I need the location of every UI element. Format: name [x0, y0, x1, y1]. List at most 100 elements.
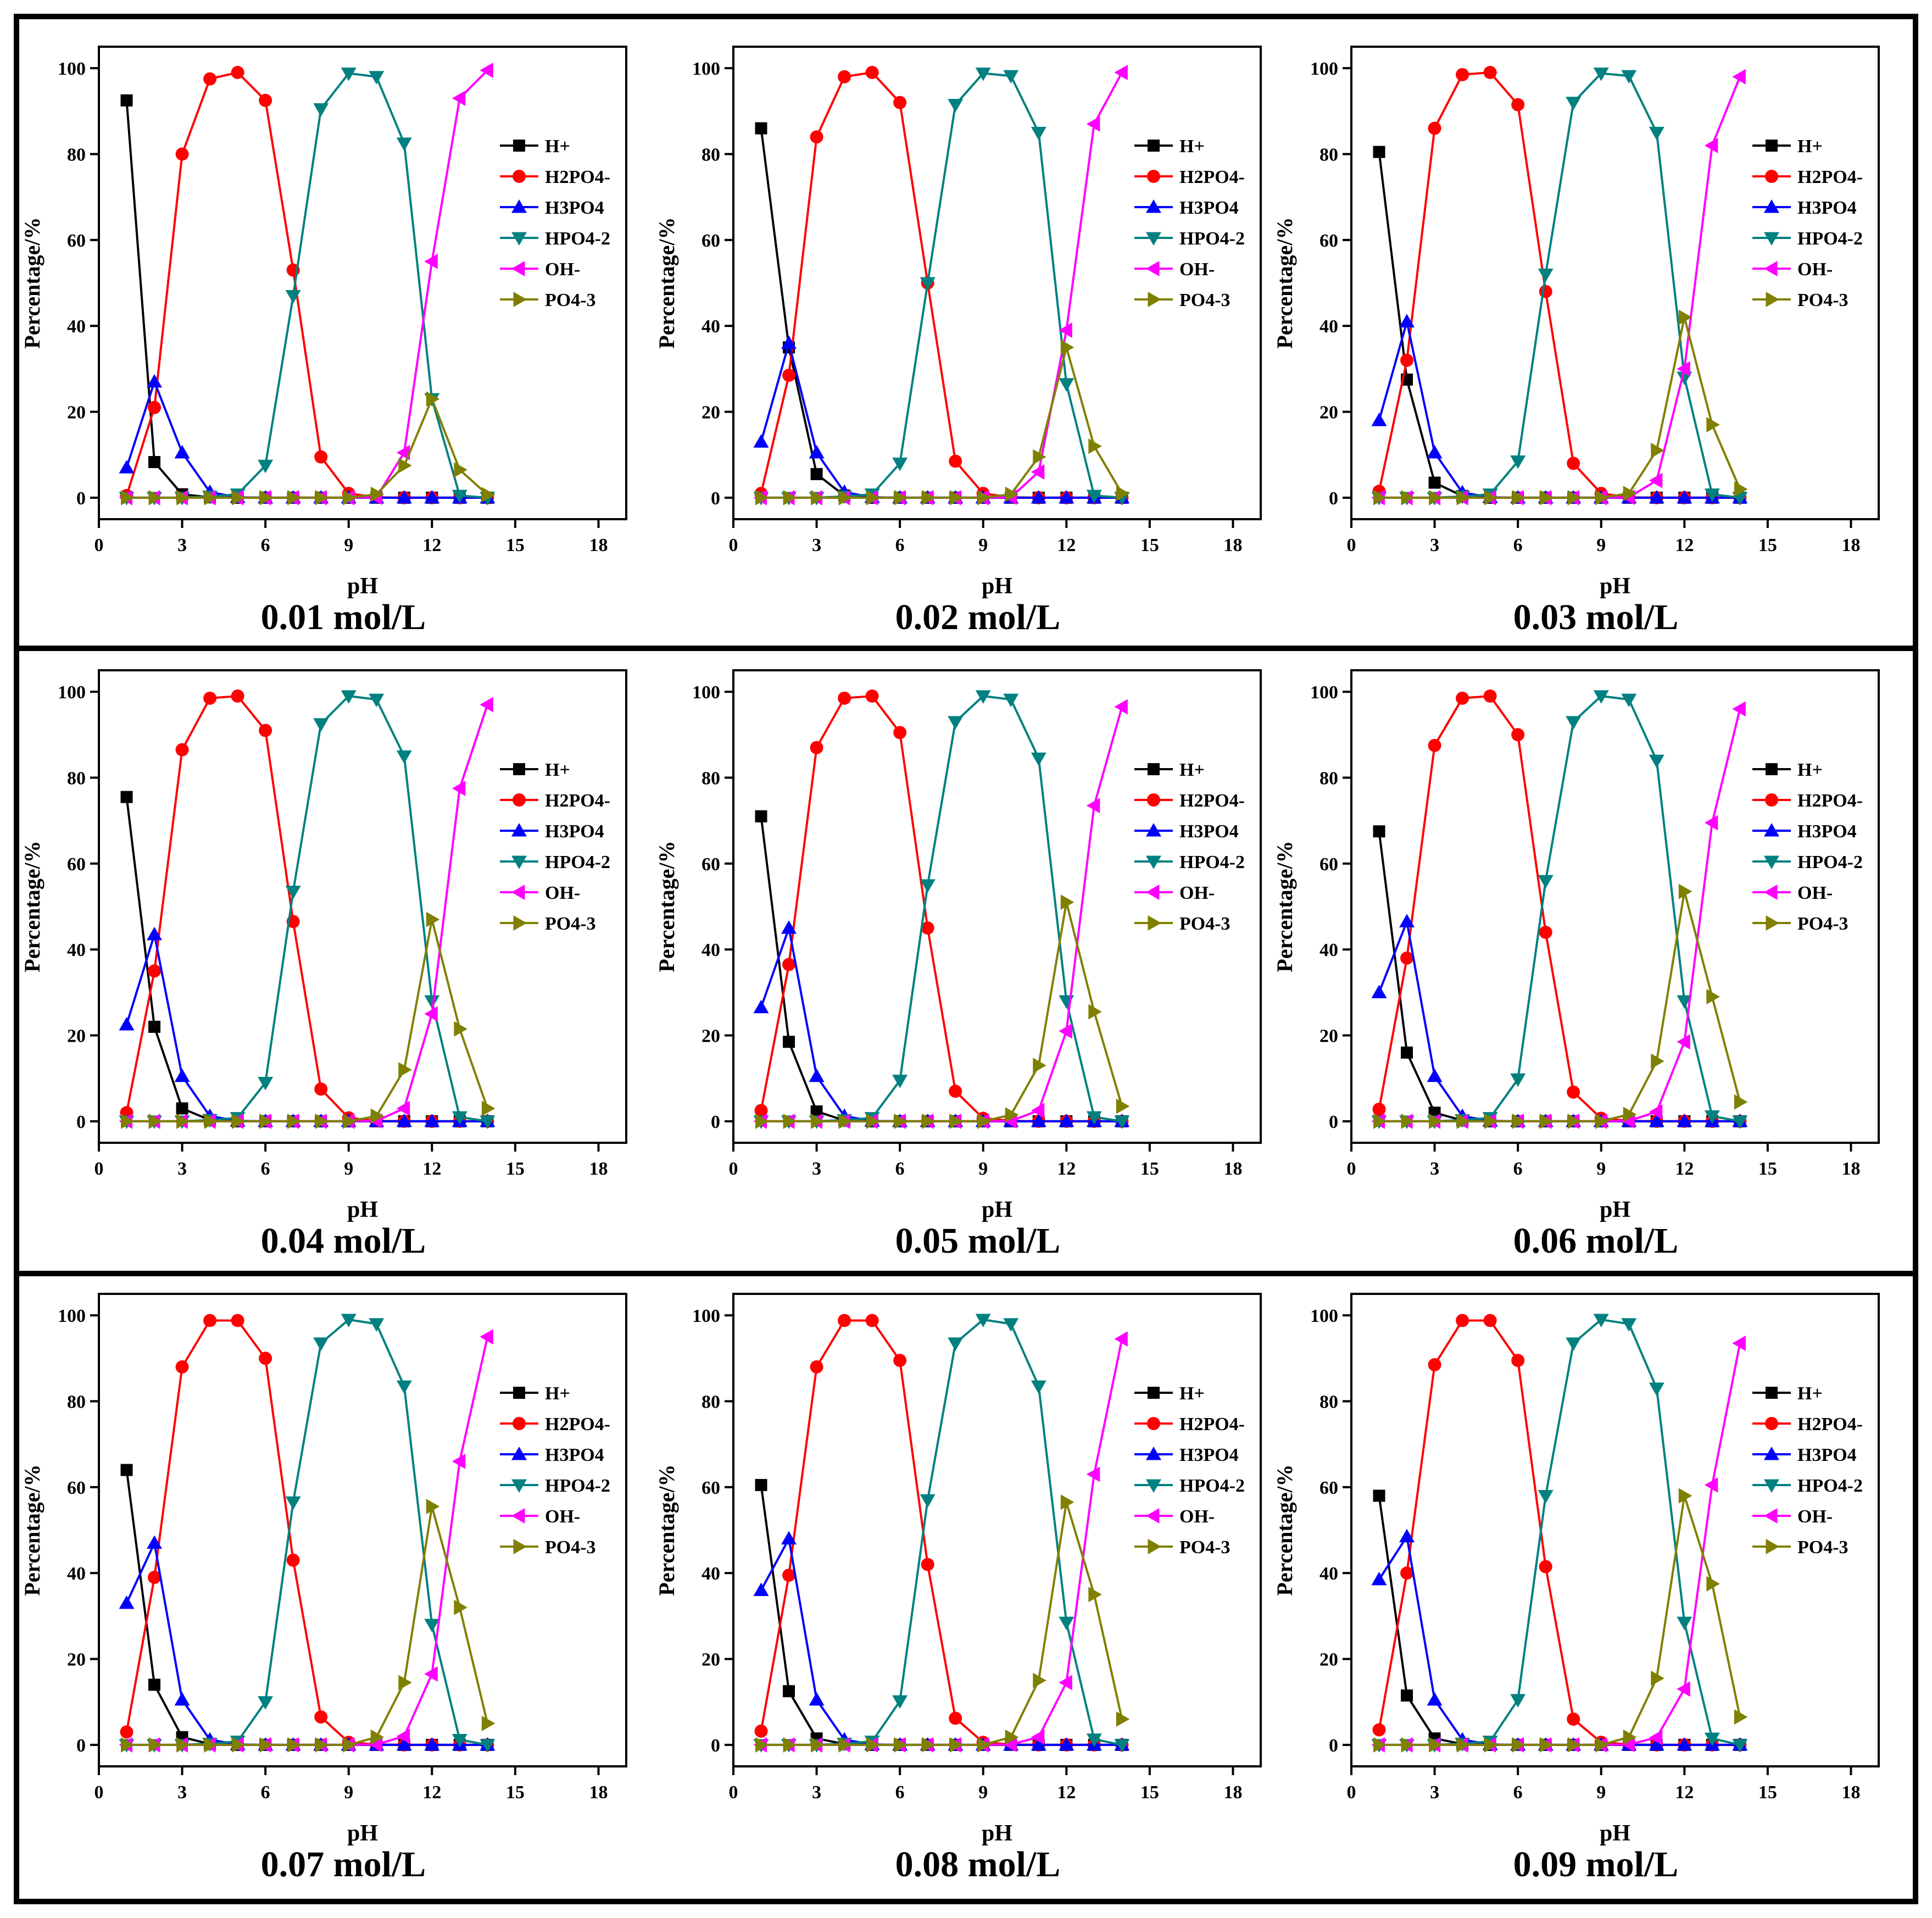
data-point-PO4-3 — [1401, 1113, 1415, 1129]
data-point-PO4-3 — [1595, 490, 1609, 505]
legend-marker — [1146, 232, 1161, 246]
data-point-H3PO4 — [781, 920, 797, 934]
data-point-HPO4-2 — [975, 67, 991, 81]
data-point-PO4-3 — [1540, 1113, 1554, 1129]
data-point-H2PO4- — [203, 691, 217, 705]
y-tick-label: 60 — [701, 231, 720, 251]
data-point-H+ — [120, 94, 133, 107]
legend-marker — [1765, 170, 1778, 183]
data-point-OH- — [1649, 472, 1663, 488]
data-point-H3PO4 — [1649, 1737, 1664, 1751]
series-line-OH- — [1379, 708, 1741, 1122]
data-point-PO4-3 — [1623, 1107, 1637, 1122]
legend-marker — [1146, 1447, 1161, 1460]
data-point-HPO4-2 — [452, 1734, 467, 1748]
data-point-H3PO4 — [1427, 1692, 1443, 1706]
x-tick-label: 6 — [895, 535, 905, 555]
y-tick-label: 20 — [1319, 403, 1338, 423]
data-point-OH- — [1031, 1103, 1045, 1119]
x-tick-label: 12 — [1057, 1159, 1076, 1179]
series-line-H+ — [760, 1485, 1122, 1746]
data-point-HPO4-2 — [341, 1314, 357, 1327]
data-point-PO4-3 — [1060, 340, 1074, 355]
data-point-HPO4-2 — [313, 718, 329, 732]
data-point-HPO4-2 — [1003, 1318, 1019, 1332]
data-point-PO4-3 — [176, 490, 190, 505]
data-point-PO4-3 — [811, 490, 825, 505]
data-point-PO4-3 — [398, 458, 412, 474]
data-point-HPO4-2 — [948, 716, 964, 730]
data-point-PO4-3 — [148, 490, 163, 505]
data-point-PO4-3 — [370, 486, 385, 502]
y-tick-label: 60 — [701, 1478, 720, 1498]
data-point-HPO4-2 — [1510, 1073, 1526, 1087]
plot-area — [1350, 1293, 1880, 1767]
x-tick-label: 0 — [729, 535, 738, 555]
data-point-PO4-3 — [454, 1599, 467, 1615]
data-point-H2PO4- — [949, 1085, 962, 1098]
data-point-H2PO4- — [782, 1569, 796, 1582]
data-point-H+ — [1401, 1689, 1413, 1702]
legend-label: PO4-3 — [1797, 914, 1849, 934]
series-line-HPO4-2 — [126, 72, 488, 499]
data-point-H3PO4 — [1649, 1113, 1664, 1127]
x-axis-label: pH — [347, 1197, 378, 1222]
y-tick-label: 80 — [1319, 1392, 1338, 1412]
plot-area — [98, 1293, 627, 1767]
legend-marker — [1146, 199, 1161, 213]
data-point-PO4-3 — [1651, 1670, 1664, 1686]
data-point-PO4-3 — [1678, 883, 1692, 899]
data-point-PO4-3 — [1456, 1737, 1471, 1753]
legend-label: OH- — [1797, 883, 1833, 903]
chart-panel: 0 3 6 9 12 15 18 0 20 40 60 80 100 pH Percentage/% 0.04… — [20, 669, 627, 1261]
data-point-HPO4-2 — [396, 137, 412, 151]
x-tick-label: 15 — [506, 1159, 525, 1179]
legend-marker — [1764, 1479, 1779, 1493]
legend-label: H2PO4- — [1179, 1414, 1245, 1435]
data-point-HPO4-2 — [285, 290, 301, 304]
legend-marker — [1147, 1417, 1160, 1430]
x-tick-label: 18 — [589, 1782, 608, 1803]
data-point-PO4-3 — [1116, 1098, 1130, 1114]
x-tick-label: 9 — [1596, 1159, 1606, 1179]
data-point-OH- — [424, 1006, 438, 1022]
x-tick-label: 9 — [978, 1782, 988, 1803]
data-point-PO4-3 — [949, 1113, 964, 1129]
data-point-PO4-3 — [1651, 442, 1664, 458]
chart-panel: 0 3 6 9 12 15 18 0 20 40 60 80 100 pH Percentage/% 0.08… — [654, 1293, 1262, 1884]
data-point-H2PO4- — [1567, 1713, 1580, 1726]
data-point-H+ — [148, 1020, 161, 1033]
panel-title: 0.08 mol/L — [895, 1844, 1061, 1884]
data-point-H2PO4- — [1539, 925, 1552, 939]
legend-marker — [513, 140, 525, 152]
legend-label: OH- — [1797, 259, 1833, 280]
data-point-H+ — [810, 468, 823, 480]
data-point-HPO4-2 — [341, 690, 357, 704]
data-point-HPO4-2 — [424, 1619, 440, 1632]
legend-label: H3PO4 — [1179, 821, 1239, 842]
data-point-H3PO4 — [147, 926, 163, 941]
data-point-PO4-3 — [755, 1113, 769, 1129]
panel-title: 0.05 mol/L — [895, 1221, 1061, 1261]
data-point-HPO4-2 — [948, 1337, 964, 1351]
legend-label: H2PO4- — [1797, 1414, 1863, 1435]
legend-marker — [1765, 793, 1778, 807]
data-point-PO4-3 — [176, 1737, 190, 1753]
legend-label: OH- — [1179, 259, 1215, 280]
data-point-H2PO4- — [865, 1314, 879, 1327]
y-tick-label: 20 — [701, 1026, 720, 1047]
data-point-OH- — [1649, 1104, 1663, 1120]
legend-marker — [1147, 170, 1160, 183]
x-axis-label: pH — [982, 1821, 1012, 1846]
data-point-OH- — [369, 1737, 382, 1753]
x-axis-label: pH — [347, 1821, 378, 1846]
data-point-PO4-3 — [1567, 1737, 1582, 1753]
data-point-H2PO4- — [838, 1314, 851, 1327]
data-point-PO4-3 — [259, 1737, 274, 1753]
data-point-H2PO4- — [203, 72, 217, 86]
data-point-PO4-3 — [977, 1113, 991, 1129]
x-tick-label: 18 — [1841, 1159, 1860, 1179]
data-point-HPO4-2 — [452, 1111, 467, 1125]
y-tick-label: 0 — [76, 1112, 86, 1132]
x-tick-label: 12 — [422, 535, 441, 555]
